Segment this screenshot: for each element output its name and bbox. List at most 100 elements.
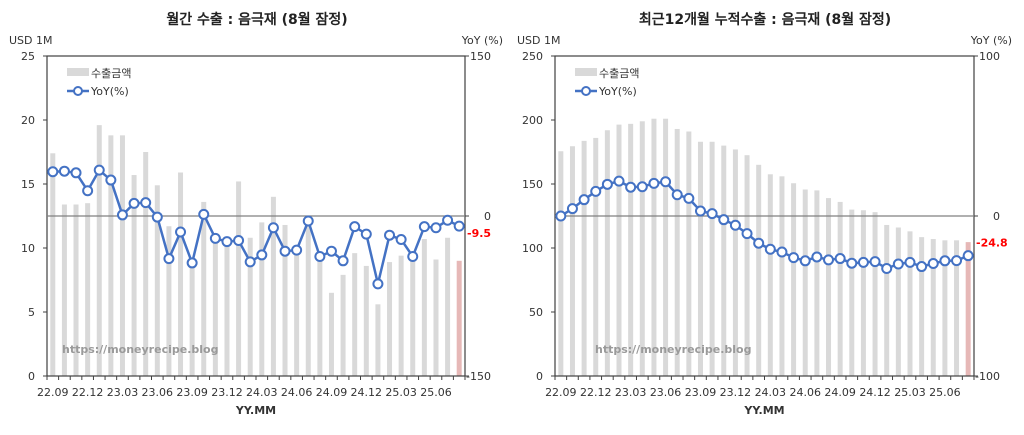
bar bbox=[445, 237, 451, 376]
bar bbox=[767, 174, 773, 376]
yoy-point bbox=[418, 221, 430, 233]
yoy-point bbox=[648, 177, 660, 189]
y-tick-label: 20 bbox=[21, 114, 35, 127]
bar bbox=[686, 131, 692, 376]
bar bbox=[639, 121, 645, 376]
x-tick-label: 24.03 bbox=[246, 386, 278, 399]
bar bbox=[224, 242, 230, 376]
bar bbox=[895, 227, 901, 376]
bar bbox=[674, 128, 680, 376]
yoy-point bbox=[892, 258, 904, 270]
y-tick-label: 15 bbox=[21, 178, 35, 191]
yoy-point bbox=[186, 257, 198, 269]
bar bbox=[143, 152, 149, 376]
y-tick-label: 0 bbox=[536, 370, 543, 383]
yoy-point bbox=[302, 215, 314, 227]
bar bbox=[663, 118, 669, 376]
yoy-point bbox=[198, 208, 210, 220]
x-tick-label: 23.09 bbox=[176, 386, 208, 399]
x-tick-label: 23.09 bbox=[685, 386, 717, 399]
bar bbox=[421, 239, 427, 376]
bar bbox=[791, 183, 797, 376]
y-tick-label: 50 bbox=[529, 306, 543, 319]
yoy-line bbox=[52, 168, 460, 285]
watermark: https://moneyrecipe.blog bbox=[62, 343, 218, 356]
x-tick-label: 25.03 bbox=[894, 386, 926, 399]
left-axis-label: USD 1M bbox=[517, 34, 561, 47]
yoy-point bbox=[857, 256, 869, 268]
bar bbox=[50, 153, 56, 376]
yoy-point bbox=[590, 185, 602, 197]
y-tick-label: 250 bbox=[522, 50, 543, 63]
bar bbox=[907, 231, 913, 376]
yoy-point bbox=[325, 245, 337, 257]
bar bbox=[849, 209, 855, 376]
bar bbox=[779, 176, 785, 376]
x-tick-label: 23.03 bbox=[615, 386, 647, 399]
x-tick-label: 23.03 bbox=[107, 386, 139, 399]
yoy-point bbox=[694, 205, 706, 217]
bar bbox=[352, 253, 358, 376]
bar bbox=[108, 135, 114, 376]
bar bbox=[433, 259, 439, 376]
last-value-label: -9.5 bbox=[467, 227, 491, 240]
yoy-point bbox=[372, 278, 384, 290]
legend-line-label: YoY(%) bbox=[598, 85, 637, 98]
bar bbox=[732, 149, 738, 376]
yoy-point bbox=[175, 226, 187, 238]
bar bbox=[270, 196, 276, 376]
bar bbox=[860, 210, 866, 376]
bar bbox=[697, 141, 703, 376]
yoy-point bbox=[601, 178, 613, 190]
x-tick-label: 23.06 bbox=[142, 386, 174, 399]
bar bbox=[802, 189, 808, 376]
yoy-point bbox=[753, 237, 765, 249]
x-tick-label: 24.12 bbox=[351, 386, 383, 399]
yoy-point bbox=[314, 251, 326, 263]
bar bbox=[212, 237, 218, 376]
yoy-point bbox=[636, 181, 648, 193]
left-axis-label: USD 1M bbox=[9, 34, 53, 47]
bar bbox=[954, 240, 960, 376]
yoy-point bbox=[384, 229, 396, 241]
yoy-point bbox=[927, 258, 939, 270]
bar bbox=[628, 123, 634, 376]
last-value-label: -24.8 bbox=[976, 237, 1008, 250]
y-tick-label: 5 bbox=[28, 306, 35, 319]
yoy-point bbox=[279, 245, 291, 257]
yoy-point bbox=[93, 164, 105, 176]
yoy-point bbox=[151, 211, 163, 223]
yoy-point bbox=[70, 167, 82, 179]
bar bbox=[569, 146, 575, 376]
bar bbox=[282, 224, 288, 376]
yoy-point bbox=[453, 220, 465, 232]
yoy-point bbox=[360, 228, 372, 240]
bar bbox=[236, 181, 242, 376]
bar bbox=[73, 204, 79, 376]
yoy-point bbox=[128, 197, 140, 209]
yoy-point bbox=[904, 256, 916, 268]
bar bbox=[247, 237, 253, 376]
bar bbox=[651, 118, 657, 376]
chart-title: 월간 수출 : 음극재 (8월 잠정) bbox=[166, 11, 347, 28]
legend-bar-swatch bbox=[67, 68, 89, 76]
yoy-point bbox=[233, 235, 245, 247]
legend-line-marker bbox=[581, 86, 591, 96]
yoy-point bbox=[140, 197, 152, 209]
yoy-point bbox=[951, 255, 963, 267]
y2-tick-label: -150 bbox=[466, 370, 491, 383]
bar bbox=[965, 242, 971, 376]
yoy-point bbox=[764, 243, 776, 255]
bar bbox=[942, 240, 948, 376]
y-tick-label: 100 bbox=[522, 242, 543, 255]
x-tick-label: 23.06 bbox=[650, 386, 682, 399]
bar bbox=[744, 155, 750, 376]
x-tick-label: 24.03 bbox=[755, 386, 787, 399]
x-tick-label: 25.06 bbox=[929, 386, 961, 399]
yoy-point bbox=[625, 181, 637, 193]
yoy-point bbox=[47, 166, 59, 178]
bar bbox=[119, 135, 125, 376]
bar bbox=[930, 239, 936, 376]
yoy-line bbox=[560, 179, 969, 270]
